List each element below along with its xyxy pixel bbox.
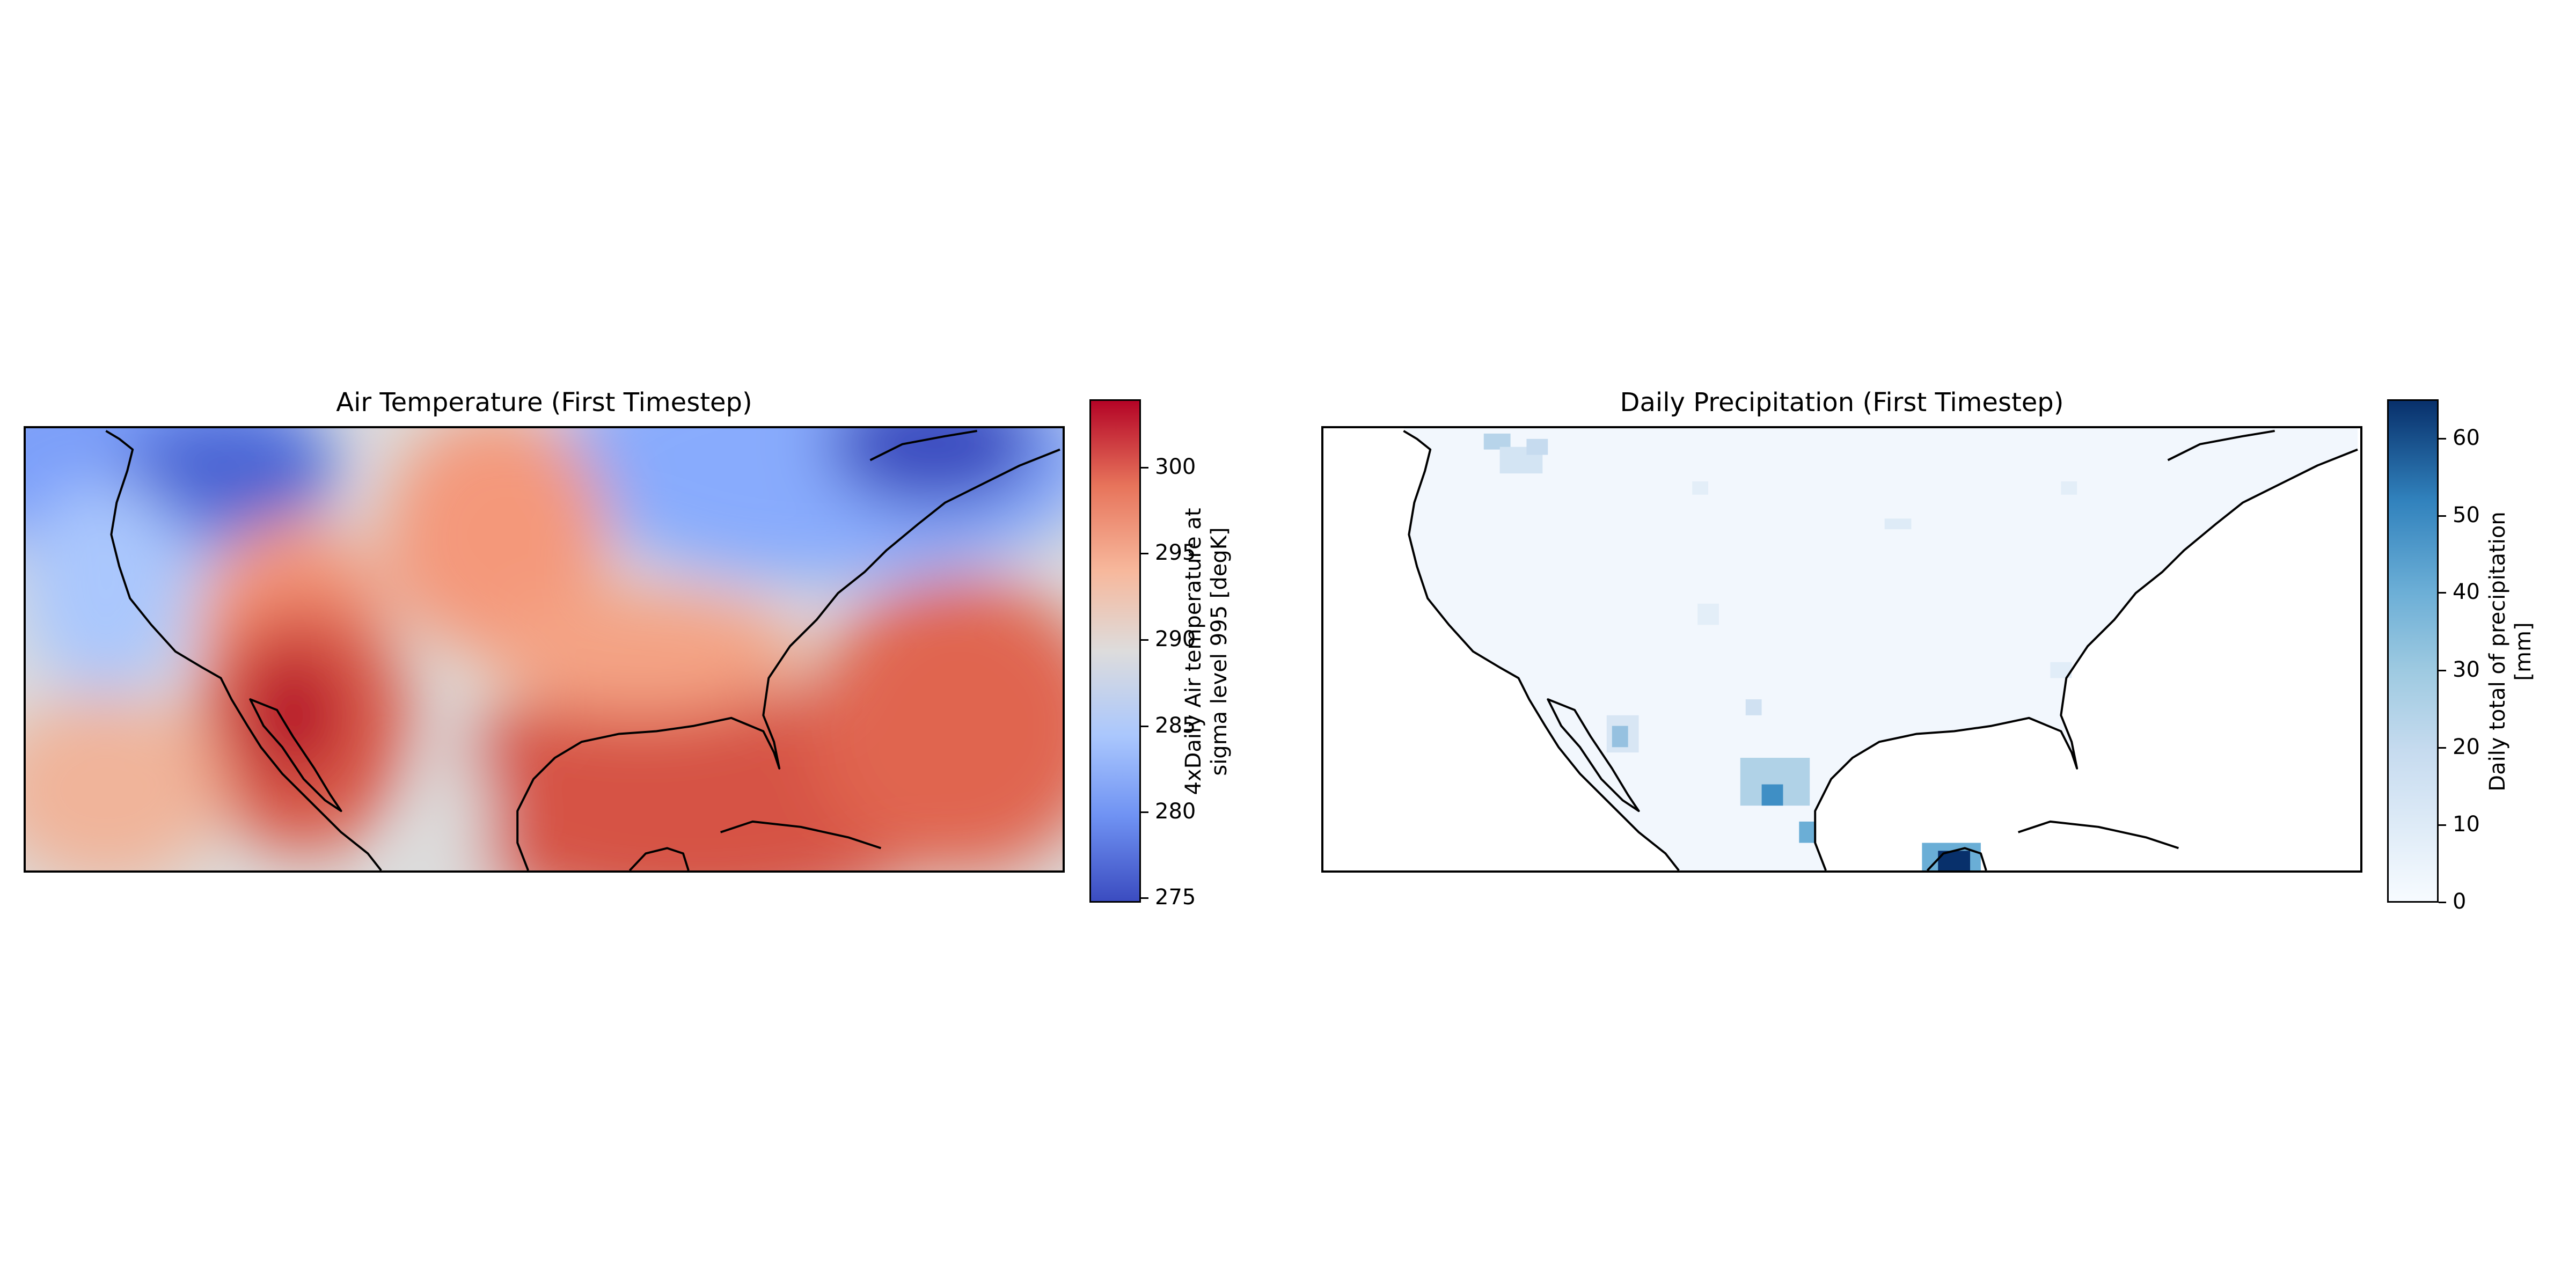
temperature-colorbar-label-line2: sigma level 995 [degK] [1207,527,1232,776]
precip-cell-tamaulipas [1799,821,1816,843]
temp-tick-label-300: 300 [1155,455,1196,479]
yucatan-outline [628,847,690,870]
temperature-colorbar-label: 4xDaily Air temperature at sigma level 9… [1181,453,1234,850]
temp-region-northwest-cold [122,428,336,530]
precipitation-colorbar-label-line1: Daily total of precipitation [2485,511,2510,792]
baja-peninsula-outline [1547,698,1640,813]
precipitation-colorbar-label: Daily total of precipitation [mm] [2485,453,2538,850]
temperature-colorbar-label-line1: 4xDaily Air temperature at [1181,508,1206,795]
precipitation-field-svg [1323,428,2360,870]
precip-cell-midwest [1884,518,1912,530]
precip-tick-label-40: 40 [2453,580,2480,604]
precip-cell-sierra-halo [1606,715,1639,753]
precip-cell-plains [1692,481,1709,495]
precip-tick-mark-30 [2439,670,2446,671]
temp-region-great-lakes-cold [827,428,1042,508]
temp-tick-label-290: 290 [1155,627,1196,652]
precip-cell-montana-3 [1526,438,1548,455]
precip-tick-label-0: 0 [2453,889,2467,914]
temperature-field-svg [26,428,1063,870]
temperature-field [26,428,1063,870]
temp-tick-mark-300 [1141,467,1148,469]
northeast-coastline [869,429,977,462]
gulf-atlantic-coastline [1814,448,2358,870]
precip-tick-mark-60 [2439,438,2446,440]
precip-tick-label-10: 10 [2453,812,2480,837]
temp-tick-label-275: 275 [1155,885,1196,910]
precipitation-map [1321,426,2362,873]
cuba-outline [720,820,882,850]
precip-tick-mark-40 [2439,592,2446,594]
temp-tick-mark-290 [1141,639,1148,641]
pacific-coastline [1403,430,1680,870]
temp-tick-label-285: 285 [1155,713,1196,738]
cuba-outline [2018,820,2179,850]
precip-tick-mark-10 [2439,824,2446,826]
precip-cell-southwest [1697,603,1719,625]
precip-cell-northeast [2061,481,2077,495]
temp-region-coast-cool [26,481,192,694]
temp-region-southeast-mild [480,588,801,715]
precip-tick-label-50: 50 [2453,503,2480,528]
yucatan-outline [1926,847,1987,870]
baja-peninsula-outline [249,698,342,813]
temp-region-atlantic-warm [811,577,1063,870]
temperature-colorbar [1089,399,1141,903]
temp-tick-mark-285 [1141,726,1148,727]
temperature-map-title: Air Temperature (First Timestep) [336,387,752,418]
precipitation-coastlines [1403,429,2358,870]
temperature-coastlines [105,429,1060,870]
temp-region-pacific-mild [26,694,224,870]
precip-cell-montana-1 [1483,433,1511,450]
temp-region-sierra-cool [416,747,491,870]
precip-tick-label-60: 60 [2453,426,2480,450]
precip-cell-south-texas-core [1761,784,1783,806]
precip-tick-mark-50 [2439,515,2446,517]
temp-tick-mark-295 [1141,553,1148,554]
precip-tick-mark-0 [2439,902,2446,903]
precip-tick-label-30: 30 [2453,657,2480,682]
gulf-atlantic-coastline [516,448,1060,870]
northeast-coastline [2167,429,2275,462]
precip-cell-tx-north [1745,699,1762,715]
temp-region-baja-hottest [245,651,341,779]
precip-land-background [1403,428,2358,870]
precipitation-cells [1483,433,2077,870]
temp-tick-mark-280 [1141,811,1148,813]
temperature-map [24,426,1065,873]
temp-tick-label-280: 280 [1155,799,1196,824]
precip-tick-mark-20 [2439,747,2446,749]
pacific-coastline [105,430,382,870]
precipitation-colorbar [2387,399,2439,903]
temp-tick-mark-275 [1141,897,1148,899]
precipitation-colorbar-label-line2: [mm] [2511,622,2536,681]
temp-tick-label-295: 295 [1155,540,1196,565]
precipitation-map-title: Daily Precipitation (First Timestep) [1620,387,2064,418]
precip-tick-label-20: 20 [2453,735,2480,759]
